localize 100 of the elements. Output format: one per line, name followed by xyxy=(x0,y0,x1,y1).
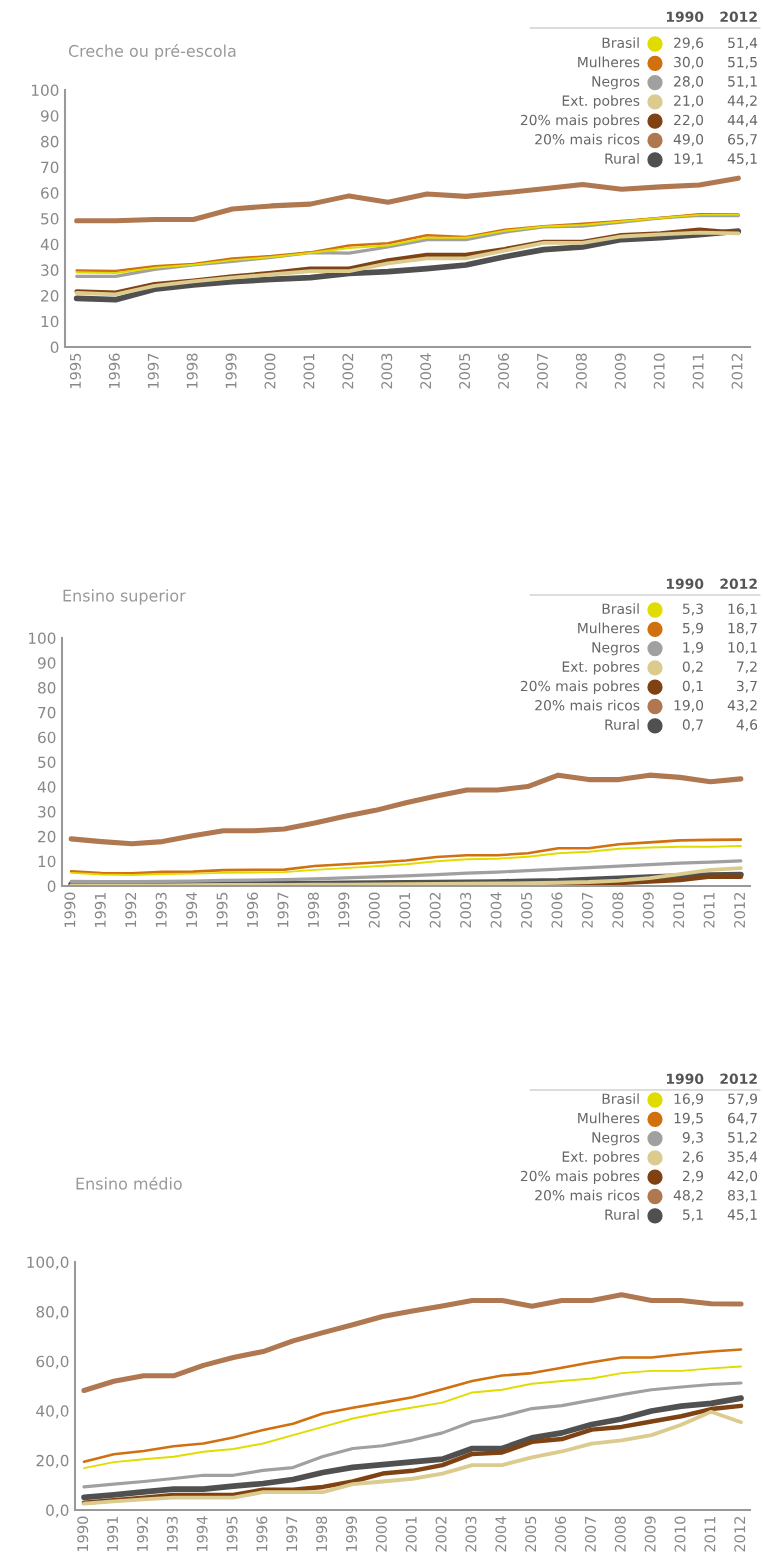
legend-label: Brasil xyxy=(602,1093,639,1105)
x-tick-label: 2002 xyxy=(435,1517,447,1552)
x-tick-label: 1992 xyxy=(136,1517,148,1552)
text: 57,9 xyxy=(728,1093,758,1106)
y-tick-label: 70 xyxy=(38,706,56,719)
x-tick-label: 1995 xyxy=(216,892,228,928)
x-tick-label: 1993 xyxy=(166,1516,178,1552)
y-tick-label: 30 xyxy=(41,264,59,276)
x-tick-label: 2000 xyxy=(368,892,380,928)
x-tick-label: 2005 xyxy=(520,892,532,928)
chart-title: Ensino médio xyxy=(76,1176,182,1190)
x-tick-label: 2004 xyxy=(490,892,502,928)
x-tick-label: 2002 xyxy=(342,354,354,389)
legend-label: Mulheres xyxy=(578,56,640,68)
y-tick-label: 0 xyxy=(50,341,59,354)
legend-label: 20% mais ricos xyxy=(535,133,640,145)
y-tick-label: 0,0 xyxy=(46,1504,69,1518)
annotation: 44,4 xyxy=(727,114,758,127)
x-tick-label: 2006 xyxy=(555,1516,567,1552)
text: 2,9 xyxy=(682,1170,704,1183)
y-tick-label: 80 xyxy=(38,682,56,694)
text: 16,1 xyxy=(728,603,757,616)
x-tick-label: 2001 xyxy=(405,1516,417,1552)
annotation: 43,2 xyxy=(727,700,757,712)
x-tick-label: 2001 xyxy=(303,353,315,389)
y-tick-label: 60 xyxy=(38,731,56,744)
x-tick-label: 2000 xyxy=(375,1516,387,1552)
annotation: 19,1 xyxy=(674,153,703,166)
x-tick-label: 1999 xyxy=(225,353,237,389)
x-tick-label: 2010 xyxy=(673,892,685,928)
x-tick-label: 2003 xyxy=(381,353,393,389)
text: 5,1 xyxy=(682,1209,703,1222)
text: 2,6 xyxy=(682,1151,704,1164)
text: 9,3 xyxy=(682,1132,703,1145)
x-tick-label: 2012 xyxy=(734,1517,746,1552)
x-tick-label: 2009 xyxy=(644,1516,656,1552)
x-tick-label: 2008 xyxy=(612,892,624,928)
y-tick-label: 70 xyxy=(41,161,59,174)
x-tick-label: 1992 xyxy=(125,893,137,928)
legend-label: Brasil xyxy=(602,603,639,615)
legend-label: Ext. pobres xyxy=(562,95,640,109)
x-tick-label: 2008 xyxy=(614,1516,626,1552)
legend-label: 20% mais pobres xyxy=(520,680,640,694)
annotation: 4,6 xyxy=(736,719,758,732)
x-tick-label: 2009 xyxy=(642,892,654,928)
x-tick-label: 2004 xyxy=(420,353,432,389)
x-tick-label: 2007 xyxy=(584,1516,596,1552)
y-tick-label: 20 xyxy=(38,830,56,843)
legend-label: Negros xyxy=(592,1132,640,1146)
legend-label: Rural xyxy=(605,719,639,730)
y-tick-label: 40 xyxy=(40,238,59,251)
text: 2012 xyxy=(720,578,757,590)
y-tick-label: 20,0 xyxy=(36,1454,69,1468)
y-tick-label: 60,0 xyxy=(36,1355,69,1369)
x-tick-label: 1998 xyxy=(316,1516,328,1552)
x-tick-label: 2011 xyxy=(703,892,715,928)
x-tick-label: 1994 xyxy=(186,892,198,928)
annotation: 22,0 xyxy=(674,114,704,127)
x-tick-label: 2005 xyxy=(525,1516,537,1552)
annotation: 7,2 xyxy=(737,661,757,674)
x-tick-label: 2011 xyxy=(692,353,704,389)
legend-label: Rural xyxy=(605,153,639,164)
x-tick-label: 1997 xyxy=(277,892,289,928)
annotation: 44,2 xyxy=(727,95,757,108)
text: 51,5 xyxy=(728,57,757,69)
x-tick-label: 2006 xyxy=(498,353,510,389)
annotation: 1,9 xyxy=(683,642,704,655)
chart-title: Ensino superior xyxy=(63,589,186,605)
x-tick-label: 1995 xyxy=(69,353,81,389)
chart-title: Creche ou pré-escola xyxy=(68,43,236,61)
y-tick-label: 10 xyxy=(41,315,59,328)
text: 5,9 xyxy=(682,622,704,635)
y-tick-label: 100,0 xyxy=(27,1256,69,1270)
x-tick-label: 2004 xyxy=(495,1516,507,1552)
legend-label: 20% mais ricos xyxy=(535,1189,640,1201)
legend-label: Rural xyxy=(605,1209,639,1220)
annotation: 3,7 xyxy=(736,680,757,693)
x-tick-label: 2006 xyxy=(551,892,563,928)
legend-label: Negros xyxy=(592,642,640,656)
x-tick-label: 1995 xyxy=(226,1516,238,1552)
x-tick-label: 1991 xyxy=(94,892,106,928)
y-tick-label: 40,0 xyxy=(36,1405,69,1419)
annotation: 45,1 xyxy=(727,153,757,166)
legend-label: 20% mais pobres xyxy=(520,114,640,128)
x-tick-label: 2009 xyxy=(614,353,626,389)
x-tick-label: 2007 xyxy=(581,892,593,928)
y-tick-label: 40 xyxy=(37,781,56,793)
text: 45,1 xyxy=(727,1209,757,1222)
x-tick-label: 2007 xyxy=(536,353,548,389)
text: 64,7 xyxy=(728,1112,757,1125)
annotation: 49,0 xyxy=(673,134,704,146)
text: 28,0 xyxy=(674,76,704,89)
text: 2012 xyxy=(720,1073,757,1085)
x-tick-label: 1990 xyxy=(77,1516,89,1552)
x-tick-label: 2001 xyxy=(399,892,411,928)
x-tick-label: 1991 xyxy=(107,1516,119,1552)
text: 51,1 xyxy=(728,76,757,89)
annotation: 0,7 xyxy=(682,719,703,732)
x-tick-label: 2010 xyxy=(653,353,665,389)
text: 1990 xyxy=(666,1073,704,1085)
